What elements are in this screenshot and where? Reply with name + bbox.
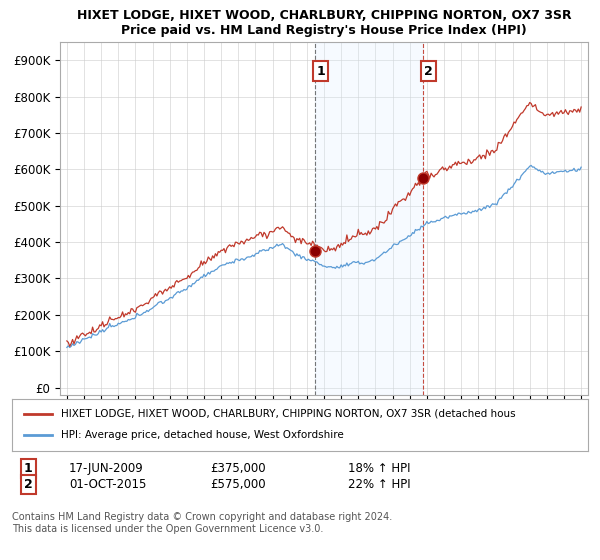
Text: 17-JUN-2009: 17-JUN-2009 (69, 462, 144, 475)
Text: 01-OCT-2015: 01-OCT-2015 (69, 478, 146, 491)
Text: £575,000: £575,000 (210, 478, 266, 491)
Text: Contains HM Land Registry data © Crown copyright and database right 2024.
This d: Contains HM Land Registry data © Crown c… (12, 512, 392, 534)
Text: 22% ↑ HPI: 22% ↑ HPI (348, 478, 410, 491)
Text: 1: 1 (24, 462, 33, 475)
Title: HIXET LODGE, HIXET WOOD, CHARLBURY, CHIPPING NORTON, OX7 3SR
Price paid vs. HM L: HIXET LODGE, HIXET WOOD, CHARLBURY, CHIP… (77, 8, 571, 36)
Text: 2: 2 (24, 478, 33, 491)
Text: HIXET LODGE, HIXET WOOD, CHARLBURY, CHIPPING NORTON, OX7 3SR (detached hous: HIXET LODGE, HIXET WOOD, CHARLBURY, CHIP… (61, 409, 515, 419)
Text: 18% ↑ HPI: 18% ↑ HPI (348, 462, 410, 475)
Text: 1: 1 (316, 64, 325, 78)
Bar (315, 42, 422, 395)
Text: HPI: Average price, detached house, West Oxfordshire: HPI: Average price, detached house, West… (61, 430, 344, 440)
Text: £375,000: £375,000 (210, 462, 266, 475)
Text: 2: 2 (424, 64, 433, 78)
